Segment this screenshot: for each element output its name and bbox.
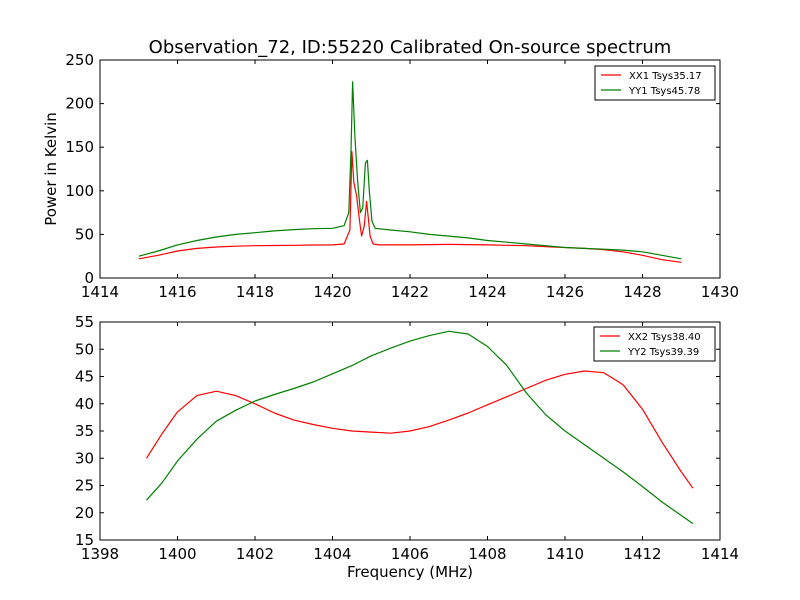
x-tick-label: 1414 bbox=[81, 283, 119, 301]
x-axis-label: Frequency (MHz) bbox=[347, 563, 473, 581]
x-tick-label: 1420 bbox=[313, 283, 351, 301]
x-tick-label: 1400 bbox=[158, 545, 196, 563]
x-tick-label: 1418 bbox=[236, 283, 274, 301]
y-tick-label: 30 bbox=[75, 449, 94, 467]
legend-label-1: XX2 Tsys38.40 bbox=[628, 332, 701, 343]
y-tick-label: 50 bbox=[75, 340, 94, 358]
x-tick-label: 1424 bbox=[468, 283, 506, 301]
y-tick-label: 50 bbox=[75, 225, 94, 243]
x-tick-label: 1404 bbox=[313, 545, 351, 563]
bottom-plot: 1398 1400 1402 1404 1406 1408 1410 1412 1414 15 20… bbox=[75, 313, 739, 581]
legend-box bbox=[593, 326, 716, 362]
x-tick-label: 1412 bbox=[623, 545, 661, 563]
top-plot: 1414 1416 1418 1420 1422 1424 1426 1428 1430 0 50 1… bbox=[42, 51, 739, 301]
x-tick-label: 1406 bbox=[391, 545, 429, 563]
x-tick-label: 1426 bbox=[546, 283, 584, 301]
y-tick-label: 35 bbox=[75, 422, 94, 440]
x-tick-label: 1414 bbox=[701, 545, 739, 563]
x-tick-label: 1398 bbox=[81, 545, 119, 563]
x-tick-label: 1430 bbox=[701, 283, 739, 301]
x-tick-label: 1410 bbox=[546, 545, 584, 563]
x-tick-label: 1416 bbox=[158, 283, 196, 301]
y-tick-label: 150 bbox=[65, 138, 94, 156]
x-tick-label: 1422 bbox=[391, 283, 429, 301]
y-tick-label: 55 bbox=[75, 313, 94, 331]
y-axis-label: Power in Kelvin bbox=[42, 112, 60, 226]
x-tick-label: 1408 bbox=[468, 545, 506, 563]
y-tick-label: 40 bbox=[75, 395, 94, 413]
series-line-1 bbox=[145, 370, 694, 489]
y-tick-label: 100 bbox=[65, 182, 94, 200]
y-tick-label: 15 bbox=[75, 531, 94, 549]
legend-box bbox=[594, 65, 716, 101]
y-tick-label: 200 bbox=[65, 95, 94, 113]
y-tick-label: 20 bbox=[75, 504, 94, 522]
y-tick-label: 45 bbox=[75, 368, 94, 386]
x-tick-label: 1428 bbox=[623, 283, 661, 301]
legend-label-2: YY2 Tsys39.39 bbox=[627, 347, 699, 358]
x-tick-label: 1402 bbox=[236, 545, 274, 563]
legend-label-2: YY1 Tsys45.78 bbox=[628, 86, 700, 97]
y-tick-label: 25 bbox=[75, 477, 94, 495]
y-tick-label: 250 bbox=[65, 51, 94, 69]
y-tick-label: 0 bbox=[84, 269, 94, 287]
series-line-2 bbox=[138, 81, 682, 260]
legend-label-1: XX1 Tsys35.17 bbox=[629, 71, 702, 82]
series-line-2 bbox=[146, 330, 694, 525]
figure-title: Observation_72, ID:55220 Calibrated On-s… bbox=[149, 37, 672, 58]
